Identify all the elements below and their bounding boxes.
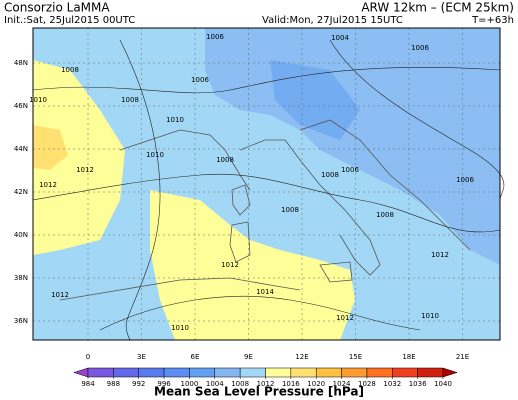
lon-label: 18E — [402, 353, 415, 361]
colorbar-label: 1028 — [358, 380, 376, 388]
contour-label: 1012 — [221, 261, 239, 269]
colorbar-cell — [138, 367, 165, 378]
valid-time: Valid:Mon, 27Jul2015 15UTC — [262, 15, 403, 26]
lat-label: 46N — [14, 102, 28, 110]
isobar — [329, 39, 505, 201]
right-title: ARW 12km – (ECM 25km) — [361, 1, 514, 15]
contour-label: 1006 — [411, 44, 429, 52]
contour-label: 1012 — [431, 251, 449, 259]
field-1016 — [33, 125, 68, 170]
colorbar-label: 1040 — [434, 380, 452, 388]
lat-label: 44N — [14, 145, 28, 153]
lon-label: 15E — [349, 353, 362, 361]
left-title: Consorzio LaMMA — [4, 1, 110, 15]
contour-label: 1010 — [146, 151, 164, 159]
isobar — [32, 173, 501, 233]
map-frame — [32, 27, 501, 341]
coastline — [319, 261, 353, 283]
contour-label: 1004 — [331, 34, 349, 42]
lon-label: 3E — [137, 353, 146, 361]
contour-label: 1006 — [206, 33, 224, 41]
init-time: Init.:Sat, 25Jul2015 00UTC — [4, 15, 135, 26]
lat-label: 40N — [14, 231, 28, 239]
contour-label: 1010 — [421, 312, 439, 320]
colorbar-label: 1020 — [307, 380, 325, 388]
colorbar-label: 992 — [132, 380, 145, 388]
contour-label: 1012 — [39, 181, 57, 189]
colorbar-cell — [392, 367, 418, 378]
contour-label: 1012 — [336, 314, 354, 322]
contour-label: 1012 — [76, 166, 94, 174]
colorbar-cell — [417, 367, 444, 378]
contour-label: 1012 — [51, 291, 69, 299]
colorbar-cell — [73, 367, 89, 378]
colorbar-cell — [214, 367, 241, 378]
colorbar-label: 988 — [107, 380, 120, 388]
contour-label: 1008 — [216, 156, 234, 164]
colorbar-cell — [239, 367, 266, 378]
colorbar-label: 1036 — [409, 380, 427, 388]
contour-label: 1008 — [281, 206, 299, 214]
colorbar-cell — [315, 367, 342, 378]
contour-label: 1010 — [166, 116, 184, 124]
colorbar-cell — [87, 367, 114, 378]
lon-label: 0 — [86, 353, 90, 361]
colorbar-cell — [366, 367, 393, 378]
lat-label: 36N — [14, 317, 28, 325]
contour-label: 1006 — [341, 166, 359, 174]
isobar — [32, 66, 501, 94]
colorbar-cell — [189, 367, 216, 378]
contour-label: 1008 — [376, 211, 394, 219]
colorbar-cell — [163, 367, 190, 378]
coastline — [229, 221, 251, 263]
colorbar-cell — [442, 367, 458, 378]
contour-label: 1008 — [61, 66, 79, 74]
lead-time: T=+63h — [471, 15, 514, 26]
contour-label: 1006 — [191, 76, 209, 84]
colorbar-cell — [265, 367, 292, 378]
colorbar-label: 1024 — [333, 380, 351, 388]
contour-label: 1008 — [121, 96, 139, 104]
colorbar-cell — [341, 367, 368, 378]
contour-label: 1010 — [29, 96, 47, 104]
colorbar-label: 984 — [81, 380, 95, 388]
contour-label: 1006 — [456, 176, 474, 184]
coastline — [239, 139, 381, 276]
contour-label: 1014 — [256, 288, 274, 296]
colorbar-label: 1000 — [181, 380, 199, 388]
colorbar-label: 1016 — [282, 380, 300, 388]
lat-label: 42N — [14, 188, 28, 196]
lon-label: 12E — [295, 353, 308, 361]
field-1004-core — [270, 60, 360, 140]
contour-label: 1008 — [321, 171, 339, 179]
lon-label: 9E — [244, 353, 253, 361]
colorbar-cell — [113, 367, 139, 378]
contour-label: 1010 — [171, 324, 189, 332]
colorbar-label: 996 — [157, 380, 171, 388]
coastline — [59, 277, 301, 301]
lat-label: 38N — [14, 274, 28, 282]
coastline — [231, 184, 251, 216]
lon-label: 6E — [191, 353, 200, 361]
colorbar-cell — [290, 367, 317, 378]
lat-label: 48N — [14, 59, 28, 67]
lon-label: 21E — [456, 353, 469, 361]
coastline — [299, 119, 471, 251]
field-1012-west — [33, 60, 125, 255]
isobar — [119, 39, 161, 341]
isobar — [99, 295, 421, 331]
colorbar-label: 1004 — [206, 380, 224, 388]
colorbar-label: 1008 — [231, 380, 249, 388]
colorbar-label: 1012 — [257, 380, 275, 388]
colorbar-title: Mean Sea Level Pressure [hPa] — [154, 385, 364, 399]
colorbar-label: 1032 — [383, 380, 401, 388]
